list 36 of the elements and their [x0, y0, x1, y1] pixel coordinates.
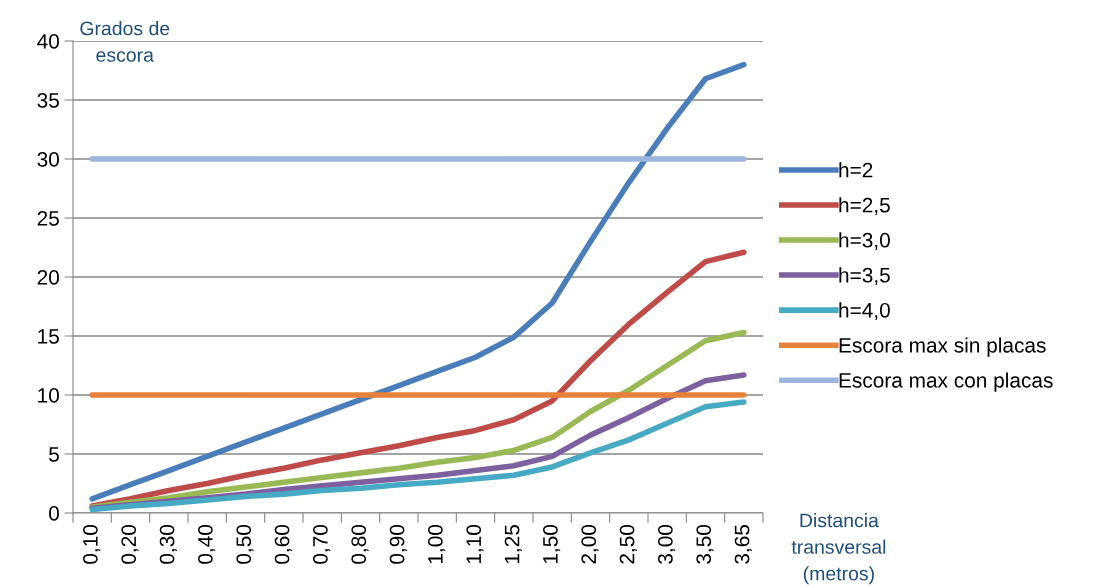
- legend-label: h=3,0: [839, 232, 890, 251]
- x-tick-label: 3,50: [696, 524, 714, 564]
- y-tick-label: 20: [37, 270, 59, 285]
- x-tick-label: 1,25: [504, 524, 522, 564]
- x-tick-label: 0,20: [121, 524, 139, 564]
- legend-label: h=4,0: [839, 302, 890, 321]
- y-tick-label: 30: [37, 152, 59, 167]
- x-tick-label: 2,00: [581, 524, 599, 564]
- x-tick-label: 3,65: [734, 524, 752, 564]
- y-tick-label: 5: [49, 447, 59, 462]
- x-tick-label: 0,80: [351, 524, 369, 564]
- legend-label: Escora max con placas: [839, 372, 1053, 392]
- legend-label: h=2: [839, 162, 873, 178]
- legend-label: h=3,5: [839, 267, 890, 286]
- x-tick-label: 0,70: [313, 524, 331, 564]
- y-axis-title: Grados de escora: [80, 21, 170, 62]
- x-tick-label: 0,90: [389, 524, 407, 564]
- x-tick-label: 0,50: [236, 524, 254, 564]
- x-tick-label: 2,50: [619, 524, 637, 564]
- x-tick-label: 3,00: [658, 524, 676, 564]
- y-tick-label: 10: [38, 388, 59, 403]
- legend-label: Escora max sin placas: [839, 337, 1046, 357]
- x-axis-title: Distancia transversal (metros): [791, 513, 886, 585]
- x-tick-label: 1,10: [466, 524, 484, 564]
- y-tick-label: 0: [49, 506, 59, 521]
- legend-label: h=2,5: [839, 197, 890, 215]
- y-tick-label: 40: [37, 34, 59, 49]
- y-tick-label: 35: [37, 93, 59, 108]
- x-tick-label: 0,10: [83, 524, 101, 564]
- x-tick-label: 1,50: [543, 524, 561, 564]
- x-tick-label: 0,30: [159, 524, 177, 564]
- x-tick-label: 0,40: [198, 524, 216, 564]
- x-tick-label: 0,60: [274, 524, 292, 564]
- y-tick-label: 15: [38, 329, 59, 344]
- y-tick-label: 25: [37, 211, 59, 226]
- x-tick-label: 1,00: [428, 524, 446, 564]
